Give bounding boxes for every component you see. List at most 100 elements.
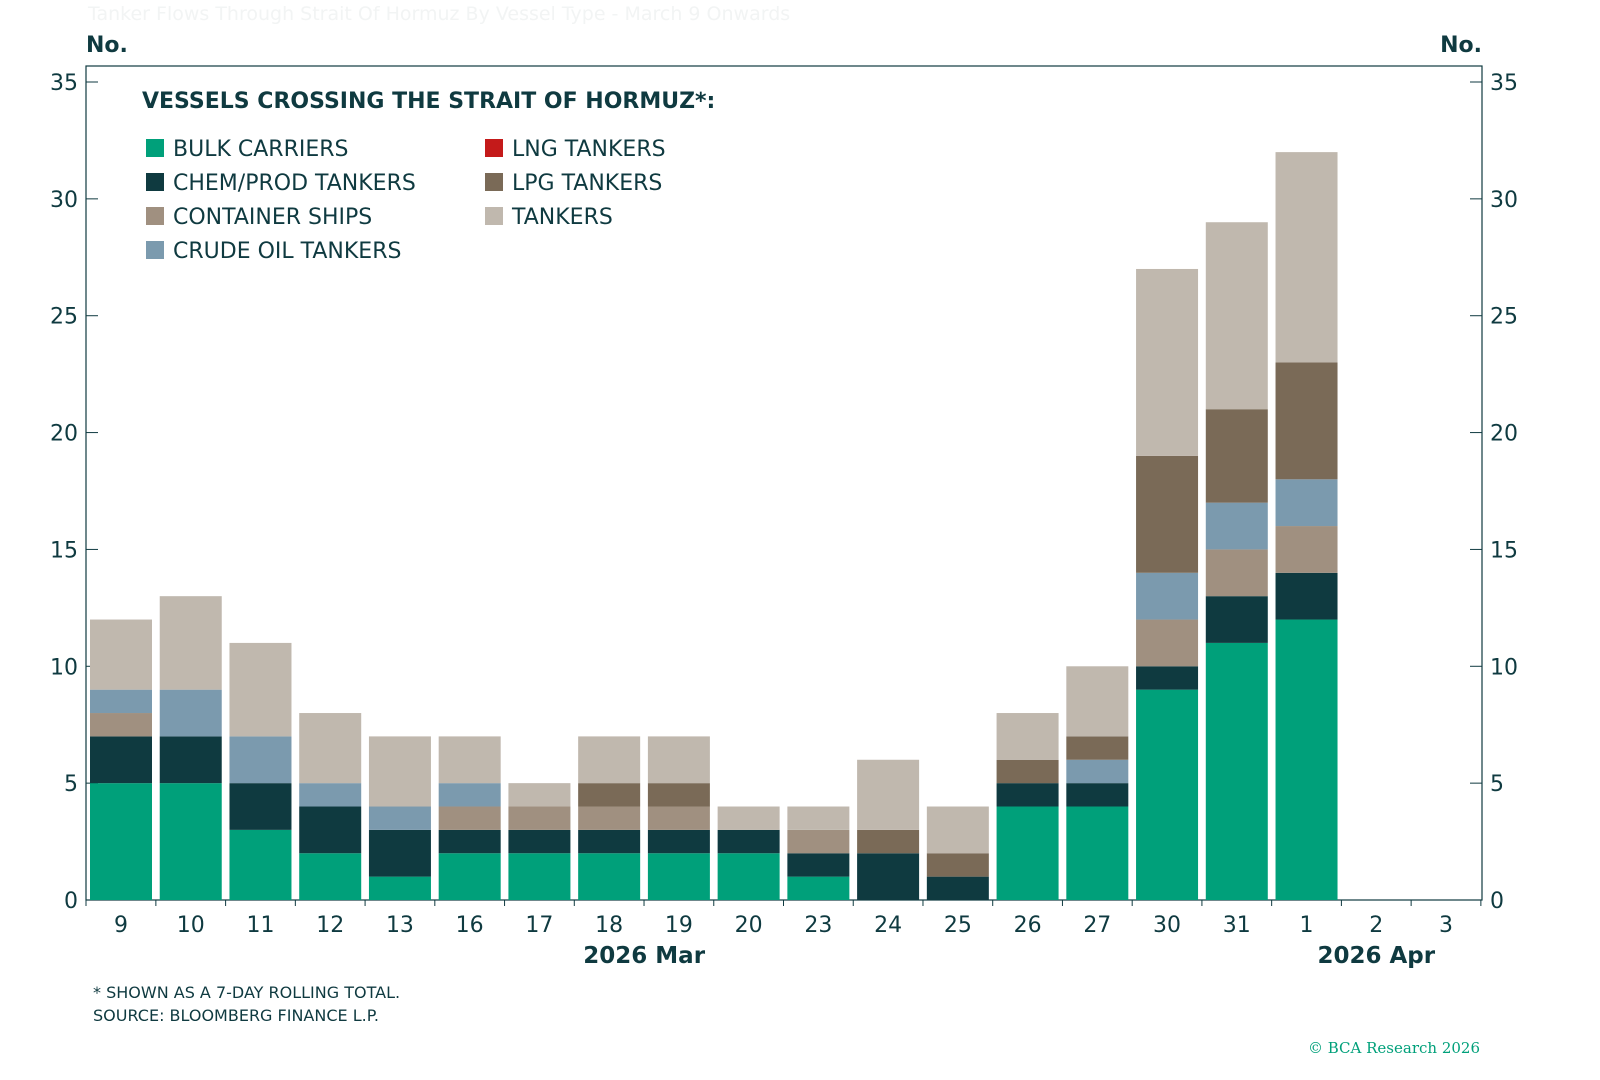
y-tick-label-left: 35	[50, 71, 78, 96]
bar-segment-tankers	[1136, 268, 1199, 456]
bar-segment-bulk-carriers	[299, 853, 362, 900]
bar-segment-tankers	[229, 642, 292, 737]
bar-segment-bulk-carriers	[438, 853, 501, 900]
legend-swatch	[485, 139, 503, 157]
legend-label: CONTAINER SHIPS	[173, 205, 372, 230]
bar-segment-bulk-carriers	[1066, 806, 1129, 900]
bar-segment-crude-oil-tankers	[229, 736, 292, 784]
x-tick-label: 19	[665, 913, 693, 938]
legend-item: TANKERS	[485, 205, 613, 230]
legend-swatch	[146, 241, 164, 259]
x-tick-label: 3	[1439, 913, 1453, 938]
bar-segment-bulk-carriers	[647, 853, 710, 900]
bar-segment-chem-prod-tankers	[1275, 572, 1338, 620]
x-tick-label: 20	[735, 913, 763, 938]
legend-label: BULK CARRIERS	[173, 137, 349, 162]
x-tick-label: 17	[525, 913, 553, 938]
legend-label: LNG TANKERS	[512, 137, 666, 162]
bar-segment-container-ships	[508, 806, 571, 830]
bar-segment-tankers	[90, 619, 152, 690]
legend-swatch	[146, 173, 164, 191]
bar-segment-container-ships	[1136, 619, 1199, 667]
y-tick-label-left: 25	[50, 305, 78, 330]
legend-item: LPG TANKERS	[485, 171, 662, 196]
bar-segment-chem-prod-tankers	[647, 829, 710, 854]
bar-segment-bulk-carriers	[1205, 642, 1268, 900]
x-tick-label: 1	[1300, 913, 1314, 938]
x-tick-label: 10	[177, 913, 205, 938]
y-tick-label-right: 10	[1490, 655, 1518, 680]
bar-segment-bulk-carriers	[368, 876, 431, 900]
legend-item: CHEM/PROD TANKERS	[146, 171, 416, 196]
y-tick-label-left: 15	[50, 538, 78, 563]
x-tick-label: 16	[456, 913, 484, 938]
y-tick-label-left: 20	[50, 422, 78, 447]
x-tick-label: 18	[595, 913, 623, 938]
bar-segment-crude-oil-tankers	[159, 689, 222, 737]
legend-swatch	[485, 173, 503, 191]
bar-segment-bulk-carriers	[1275, 619, 1338, 900]
x-tick-label: 13	[386, 913, 414, 938]
x-tick-label: 30	[1153, 913, 1181, 938]
bar-segment-chem-prod-tankers	[299, 806, 362, 854]
bar-segment-tankers	[438, 736, 501, 784]
x-month-label: 2026 Apr	[1317, 943, 1435, 969]
y-tick-label-right: 25	[1490, 305, 1518, 330]
y-tick-label-left: 5	[64, 772, 78, 797]
footnote: * SHOWN AS A 7-DAY ROLLING TOTAL.	[93, 983, 400, 1002]
bar-segment-container-ships	[578, 806, 641, 830]
x-tick-label: 2	[1369, 913, 1383, 938]
y-tick-label-left: 10	[50, 655, 78, 680]
bar-segment-bulk-carriers	[229, 829, 292, 900]
bar-segment-lpg-tankers	[926, 853, 989, 877]
legend-swatch	[146, 207, 164, 225]
bar-segment-crude-oil-tankers	[90, 689, 152, 714]
source-note: SOURCE: BLOOMBERG FINANCE L.P.	[93, 1006, 379, 1025]
bar-segment-bulk-carriers	[1136, 689, 1199, 900]
bar-segment-tankers	[647, 736, 710, 784]
bar-segment-tankers	[1275, 152, 1338, 363]
y-axis-label-left: No.	[86, 33, 128, 58]
bar-segment-crude-oil-tankers	[1275, 479, 1338, 527]
x-tick-label: 9	[114, 913, 128, 938]
bar-segment-chem-prod-tankers	[1136, 666, 1199, 690]
y-tick-label-right: 5	[1490, 772, 1504, 797]
legend-item: CRUDE OIL TANKERS	[146, 239, 401, 264]
x-tick-label: 12	[316, 913, 344, 938]
bar-segment-tankers	[159, 596, 222, 690]
legend-item: CONTAINER SHIPS	[146, 205, 372, 230]
legend-swatch	[146, 139, 164, 157]
legend-label: CHEM/PROD TANKERS	[173, 171, 416, 196]
legend-label: LPG TANKERS	[512, 171, 662, 196]
bar-segment-crude-oil-tankers	[368, 806, 431, 830]
bar-segment-tankers	[996, 713, 1059, 760]
bar-segment-chem-prod-tankers	[996, 783, 1059, 807]
copyright-logo: © BCA Research 2026	[1308, 1039, 1480, 1057]
x-tick-label: 26	[1014, 913, 1042, 938]
y-axis-label-right: No.	[1440, 33, 1482, 58]
x-tick-label: 24	[874, 913, 902, 938]
bar-segment-container-ships	[90, 713, 152, 737]
legend-item: LNG TANKERS	[485, 137, 666, 162]
bar-segment-lpg-tankers	[1275, 362, 1338, 480]
x-tick-label: 11	[246, 913, 274, 938]
bar-segment-tankers	[926, 806, 989, 854]
y-tick-label-right: 20	[1490, 422, 1518, 447]
bar-segment-chem-prod-tankers	[508, 829, 571, 854]
bar-segment-bulk-carriers	[787, 876, 850, 900]
bar-segment-bulk-carriers	[159, 783, 222, 900]
bar-segment-lpg-tankers	[1066, 736, 1129, 760]
bar-segment-chem-prod-tankers	[90, 736, 152, 784]
x-tick-label: 31	[1223, 913, 1251, 938]
x-month-label: 2026 Mar	[583, 943, 705, 969]
legend-title: VESSELS CROSSING THE STRAIT OF HORMUZ*:	[142, 89, 715, 114]
bar-segment-tankers	[368, 736, 431, 807]
legend-item: BULK CARRIERS	[146, 137, 349, 162]
bar-segment-crude-oil-tankers	[1136, 572, 1199, 620]
legend-swatch	[485, 207, 503, 225]
bar-segment-lpg-tankers	[1205, 409, 1268, 503]
bar-segment-crude-oil-tankers	[438, 783, 501, 807]
y-tick-label-left: 30	[50, 188, 78, 213]
bar-segment-container-ships	[438, 806, 501, 830]
x-tick-label: 23	[804, 913, 832, 938]
